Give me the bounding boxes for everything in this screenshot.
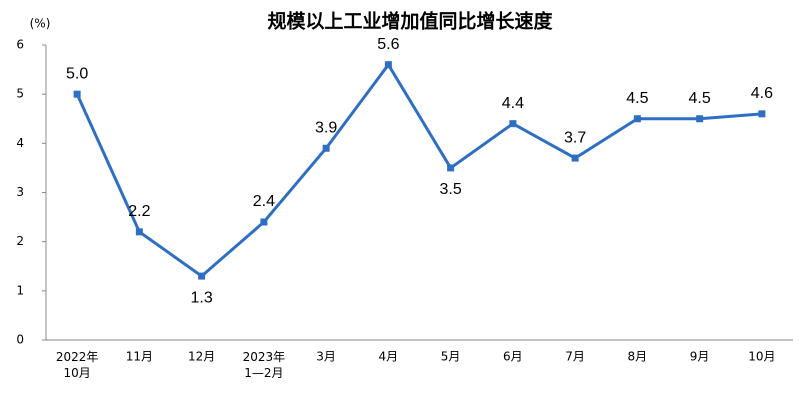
marker <box>447 164 455 172</box>
value-label: 3.7 <box>564 129 586 146</box>
x-tick-label: 12月 <box>188 350 215 364</box>
line <box>75 61 762 278</box>
x-tick-label: 2022年 10月 <box>56 350 99 380</box>
marker <box>384 61 392 69</box>
value-label: 4.5 <box>626 90 648 107</box>
marker <box>73 90 81 98</box>
marker <box>633 115 641 123</box>
x-tick-label: 11月 <box>126 350 153 364</box>
chart-title: 规模以上工业增加值同比增长速度 <box>267 10 553 33</box>
marker <box>322 144 330 152</box>
x-tick-label: 7月 <box>565 350 585 364</box>
value-label: 5.0 <box>66 65 88 82</box>
marker <box>198 272 206 280</box>
value-label: 1.3 <box>191 289 213 306</box>
x-tick-label: 10月 <box>748 350 775 364</box>
marker <box>509 120 517 128</box>
value-label: 3.9 <box>315 119 337 136</box>
x-tick-label: 4月 <box>379 350 399 364</box>
y-axis-label: (%) <box>30 17 51 31</box>
x-tick-label: 8月 <box>628 350 648 364</box>
x-tick-label: 6月 <box>503 350 523 364</box>
value-label: 4.6 <box>751 85 773 102</box>
y-tick-label: 5 <box>16 87 24 101</box>
marker <box>135 228 143 236</box>
y-tick-label: 1 <box>16 283 24 297</box>
marker <box>571 154 579 162</box>
value-label: 2.2 <box>128 203 150 220</box>
value-label: 4.5 <box>689 90 711 107</box>
y-tick-label: 4 <box>16 136 24 150</box>
y-tick-label: 6 <box>16 38 24 52</box>
value-label: 2.4 <box>253 193 275 210</box>
marker <box>260 218 268 226</box>
value-label: 3.5 <box>440 181 462 198</box>
y-tick-label: 0 <box>16 333 24 347</box>
x-tick-label: 2023年 1—2月 <box>243 350 286 380</box>
x-tick-label: 9月 <box>690 350 710 364</box>
value-label: 4.4 <box>502 95 524 112</box>
x-tick-label: 3月 <box>316 350 336 364</box>
marker <box>696 115 704 123</box>
value-label: 5.6 <box>377 36 399 53</box>
x-tick-label: 5月 <box>441 350 461 364</box>
y-tick-label: 2 <box>16 234 24 248</box>
y-tick-label: 3 <box>16 185 24 199</box>
marker <box>758 110 766 118</box>
